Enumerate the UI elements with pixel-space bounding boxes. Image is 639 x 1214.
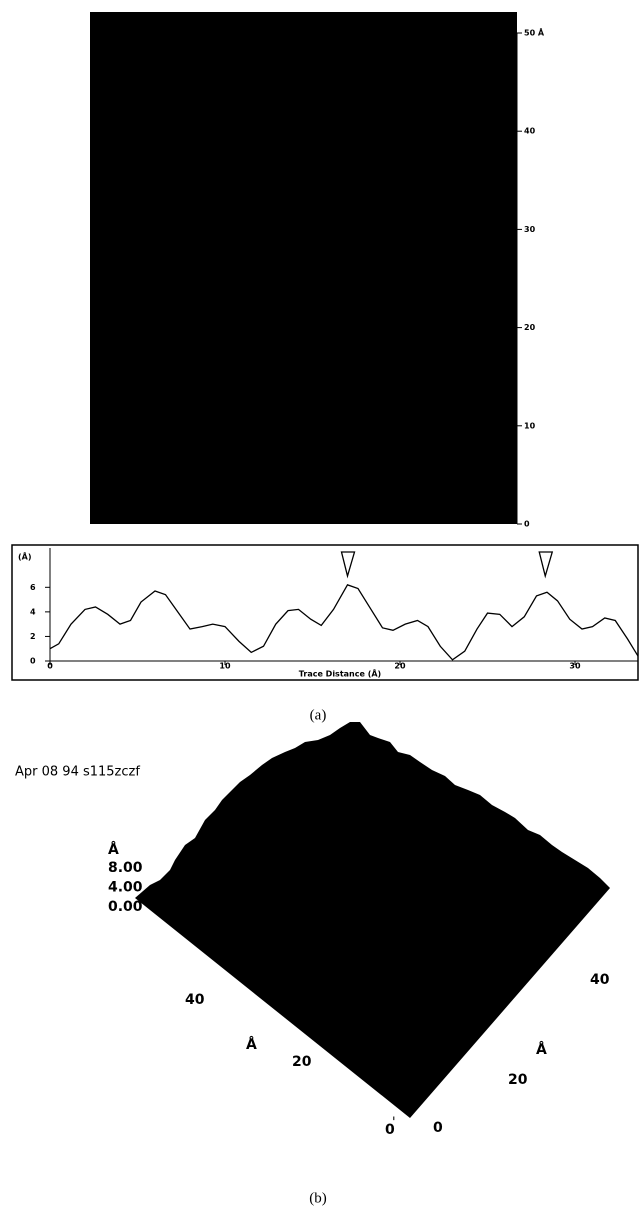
x-tick-label: 0	[47, 662, 53, 671]
x-axis-label: Trace Distance (Å)	[299, 669, 381, 679]
scale-label: 30	[524, 225, 536, 234]
x-tick-label: 30	[569, 662, 581, 671]
left-tick-label: 0	[385, 1122, 395, 1138]
x-tick-label: 20	[394, 662, 406, 671]
y-tick-label: 6	[30, 583, 36, 592]
surface-3d	[135, 722, 610, 1118]
profile-box	[11, 544, 639, 681]
right-tick-label: 40	[590, 972, 610, 988]
header: Apr 08 94 s115zczf	[15, 765, 140, 780]
surface-mark: '	[392, 1116, 396, 1131]
y-tick-label: 4	[30, 607, 36, 616]
cursor	[538, 551, 554, 579]
z-tick-label: 0.00	[108, 899, 143, 915]
left-tick-label: 20	[292, 1054, 312, 1070]
scale-label: 50 Å	[524, 28, 545, 38]
caption: (a)	[310, 707, 327, 723]
scale-label: 20	[524, 323, 536, 332]
left-axis-unit: Å	[246, 1036, 257, 1053]
scale-label: 10	[524, 421, 536, 430]
x-tick-label: 10	[219, 662, 231, 671]
scale-label: 0	[524, 520, 530, 529]
profile-line	[49, 584, 639, 661]
right-tick-label: 0	[433, 1120, 443, 1136]
right-axis-unit: Å	[536, 1041, 547, 1058]
y-tick-label: 2	[30, 632, 36, 641]
caption: (b)	[309, 1190, 327, 1206]
scale-label: 40	[524, 127, 536, 136]
stm-image	[90, 12, 517, 524]
y-tick-label: 0	[30, 657, 36, 666]
z-tick-label: 4.00	[108, 879, 143, 895]
right-tick-label: 20	[508, 1072, 528, 1088]
y-axis-label: (Å)	[18, 552, 32, 562]
cursor	[340, 551, 356, 579]
left-tick-label: 40	[185, 992, 205, 1008]
z-unit: Å	[108, 841, 119, 858]
z-tick-label: 8.00	[108, 860, 143, 876]
